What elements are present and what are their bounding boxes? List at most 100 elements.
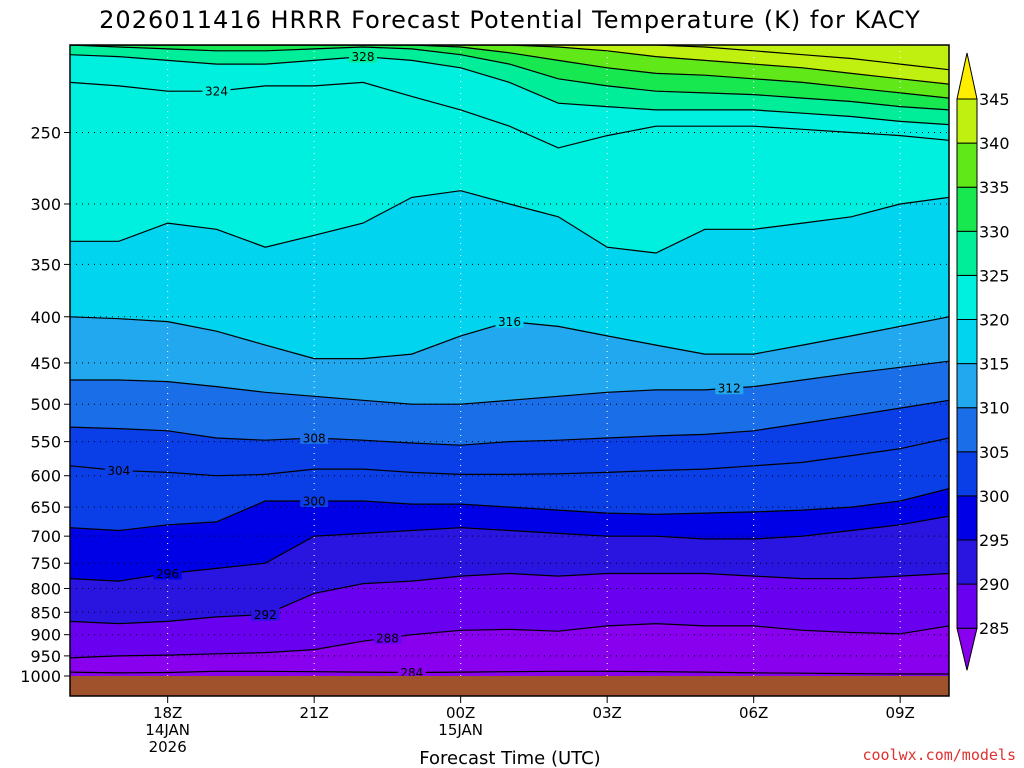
colorbar-swatch-320	[956, 274, 978, 320]
contour-label-288: 288	[376, 631, 399, 645]
colorbar-label-325: 325	[979, 266, 1010, 285]
colorbar-swatch-315	[956, 319, 978, 365]
contour-lines	[70, 45, 949, 675]
y-tick-label-600: 600	[30, 467, 61, 486]
contour-300	[70, 488, 949, 532]
colorbar-swatch-330	[956, 186, 978, 232]
contour-label-bg	[373, 630, 402, 644]
contour-label-bg	[251, 607, 280, 621]
contour-label-bg	[349, 49, 377, 63]
contour-label-304: 304	[107, 464, 130, 478]
chart-title: 2026011416 HRRR Forecast Potential Tempe…	[99, 6, 921, 34]
contour-label-bg	[300, 494, 329, 508]
filled-contours	[70, 45, 949, 676]
x-tick-label-18: 18Z	[153, 704, 182, 722]
colorbar-swatch-300	[956, 451, 978, 497]
contour-304	[70, 437, 949, 477]
contour-label-300: 300	[303, 495, 326, 509]
contour-label-bg	[202, 84, 231, 98]
contour-label-bg	[495, 314, 524, 328]
y-tick-label-1000: 1000	[20, 667, 61, 686]
contour-336	[70, 45, 949, 99]
contour-284	[70, 670, 949, 675]
x-tick-label-18: 14JAN	[145, 721, 190, 739]
y-tick-label-250: 250	[30, 123, 61, 142]
colorbar-label-345: 345	[979, 90, 1010, 109]
y-tick-label-450: 450	[30, 354, 61, 373]
x-tick-label-21: 21Z	[299, 704, 328, 722]
x-tick-label-27: 03Z	[592, 704, 621, 722]
y-tick-label-750: 750	[30, 554, 61, 573]
contour-328	[70, 54, 949, 126]
x-tick-label-30: 06Z	[739, 704, 768, 722]
x-tick-label-18: 2026	[149, 738, 187, 756]
colorbar-swatch-340	[956, 98, 978, 144]
contour-label-296: 296	[156, 567, 179, 581]
contour-label-312: 312	[718, 382, 741, 396]
plot-frame	[69, 44, 950, 697]
colorbar-low-arrow	[956, 627, 978, 671]
x-axis-title: Forecast Time (UTC)	[419, 748, 600, 768]
contour-label-bg	[104, 463, 133, 477]
fill-band-344	[70, 45, 949, 70]
credit-link[interactable]: coolwx.com/models	[862, 746, 1016, 764]
colorbar-label-305: 305	[979, 443, 1010, 462]
y-tick-label-950: 950	[30, 647, 61, 666]
y-tick-label-500: 500	[30, 395, 61, 414]
y-tick-label-700: 700	[30, 527, 61, 546]
colorbar-label-300: 300	[979, 487, 1010, 506]
contour-label-328: 328	[352, 50, 375, 64]
y-axis: 250 300 350 400 450 500 550 600 650 700 750 800 850 9…	[20, 123, 70, 686]
y-tick-label-900: 900	[30, 626, 61, 645]
contour-label-308: 308	[303, 432, 326, 446]
contour-label-324: 324	[205, 85, 228, 99]
y-tick-label-650: 650	[30, 498, 61, 517]
contour-296	[70, 515, 949, 582]
colorbar-label-335: 335	[979, 178, 1010, 197]
contour-308	[70, 399, 949, 446]
colorbar-label-290: 290	[979, 575, 1010, 594]
colorbar-swatch-310	[956, 363, 978, 409]
contour-292	[70, 572, 949, 625]
contour-label-292: 292	[254, 608, 277, 622]
y-tick-label-800: 800	[30, 580, 61, 599]
contour-312	[70, 360, 949, 405]
colorbar-swatch-295	[956, 495, 978, 541]
contour-label-bg	[153, 566, 182, 580]
colorbar-swatch-285	[956, 583, 978, 629]
contour-label-316: 316	[498, 315, 521, 329]
colorbar-label-285: 285	[979, 619, 1010, 638]
x-tick-label-24: 00Z	[446, 704, 475, 722]
x-tick-label-33: 09Z	[885, 704, 914, 722]
ground-surface	[70, 676, 949, 696]
x-tick-label-24: 15JAN	[438, 721, 483, 739]
colorbar-label-315: 315	[979, 355, 1010, 374]
contour-label-bg	[715, 381, 744, 395]
colorbar-swatch-325	[956, 230, 978, 276]
y-tick-label-300: 300	[30, 195, 61, 214]
colorbar-swatch-335	[956, 142, 978, 188]
contour-label-bg	[397, 665, 426, 679]
colorbar-high-arrow	[956, 52, 978, 100]
contour-label-bg	[300, 431, 329, 445]
contour-320	[70, 190, 949, 254]
colorbar-label-340: 340	[979, 134, 1010, 153]
y-tick-label-400: 400	[30, 308, 61, 327]
contour-344	[70, 45, 949, 71]
colorbar: 285 290 295 300 305 310 315 320 325 330 335 340 345	[956, 52, 1010, 671]
y-tick-label-850: 850	[30, 603, 61, 622]
y-tick-label-550: 550	[30, 433, 61, 452]
colorbar-label-295: 295	[979, 531, 1010, 550]
colorbar-swatch-290	[956, 539, 978, 585]
y-tick-label-350: 350	[30, 255, 61, 274]
colorbar-label-330: 330	[979, 222, 1010, 241]
fill-band-340	[70, 45, 949, 85]
contour-332	[70, 45, 949, 111]
colorbar-swatch-305	[956, 407, 978, 453]
contour-340	[70, 45, 949, 85]
colorbar-label-310: 310	[979, 399, 1010, 418]
contour-288	[70, 622, 949, 659]
